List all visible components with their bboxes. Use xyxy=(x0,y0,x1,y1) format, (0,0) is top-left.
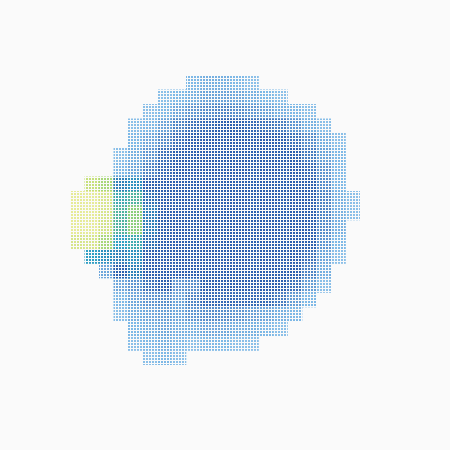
chart xyxy=(0,0,450,450)
cells xyxy=(70,75,360,365)
texture xyxy=(70,75,360,365)
